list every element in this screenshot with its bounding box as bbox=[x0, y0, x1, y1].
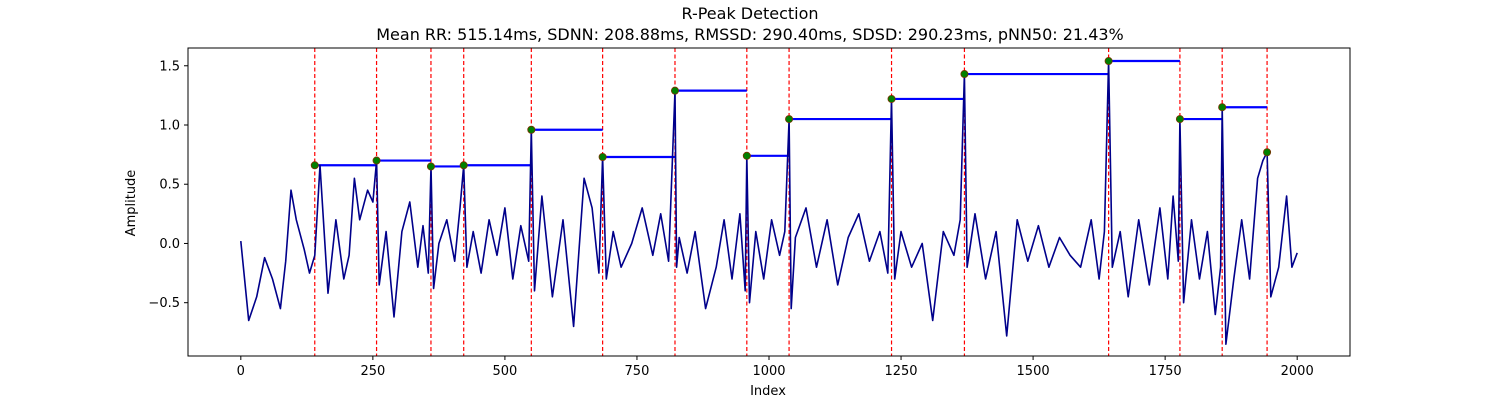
peak-marker-3 bbox=[459, 161, 468, 170]
peak-marker-6 bbox=[670, 86, 679, 95]
axes-frame bbox=[187, 47, 1351, 357]
peak-marker-10 bbox=[960, 70, 969, 79]
peak-marker-12 bbox=[1175, 115, 1184, 124]
x-axis-label: Index bbox=[750, 384, 786, 399]
peak-marker-1 bbox=[372, 156, 381, 165]
x-tick-label: 0 bbox=[237, 364, 245, 379]
peak-marker-14 bbox=[1263, 148, 1272, 157]
y-tick-label: 1.5 bbox=[159, 59, 180, 74]
rr-segments-layer bbox=[314, 59, 1268, 168]
x-tick-label: 1500 bbox=[1017, 364, 1050, 379]
chart-subtitle: Mean RR: 515.14ms, SDNN: 208.88ms, RMSSD… bbox=[376, 25, 1124, 44]
x-tick-label: 750 bbox=[625, 364, 650, 379]
peak-marker-4 bbox=[527, 125, 536, 134]
peak-marker-5 bbox=[598, 152, 607, 161]
peak-marker-9 bbox=[887, 94, 896, 103]
peak-markers-layer bbox=[310, 57, 1272, 171]
y-tick-label: 0.0 bbox=[159, 237, 180, 252]
y-tick-label: 1.0 bbox=[159, 119, 180, 134]
chart-title: R-Peak Detection bbox=[681, 4, 818, 23]
peak-marker-2 bbox=[426, 162, 435, 171]
y-axis-label: Amplitude bbox=[124, 170, 139, 237]
x-tick-label: 2000 bbox=[1281, 364, 1314, 379]
y-tick-label: −0.5 bbox=[148, 296, 180, 311]
y-tick-label: 0.5 bbox=[159, 178, 180, 193]
x-axis: 0 250 500 750 1000 1250 1500 1750 2000 bbox=[237, 356, 1314, 379]
x-tick-label: 1750 bbox=[1149, 364, 1182, 379]
signal-line bbox=[240, 60, 1298, 345]
peak-lines-layer bbox=[314, 48, 1268, 356]
x-tick-label: 1000 bbox=[752, 364, 785, 379]
peak-marker-8 bbox=[785, 115, 794, 124]
plot-area bbox=[187, 47, 1351, 357]
x-tick-label: 500 bbox=[492, 364, 517, 379]
x-tick-label: 250 bbox=[360, 364, 385, 379]
peak-marker-13 bbox=[1218, 103, 1227, 112]
x-tick-label: 1250 bbox=[884, 364, 917, 379]
peak-marker-7 bbox=[742, 151, 751, 160]
peak-marker-0 bbox=[310, 161, 319, 170]
y-axis: −0.5 0.0 0.5 1.0 1.5 bbox=[148, 59, 188, 311]
peak-marker-11 bbox=[1104, 57, 1113, 66]
